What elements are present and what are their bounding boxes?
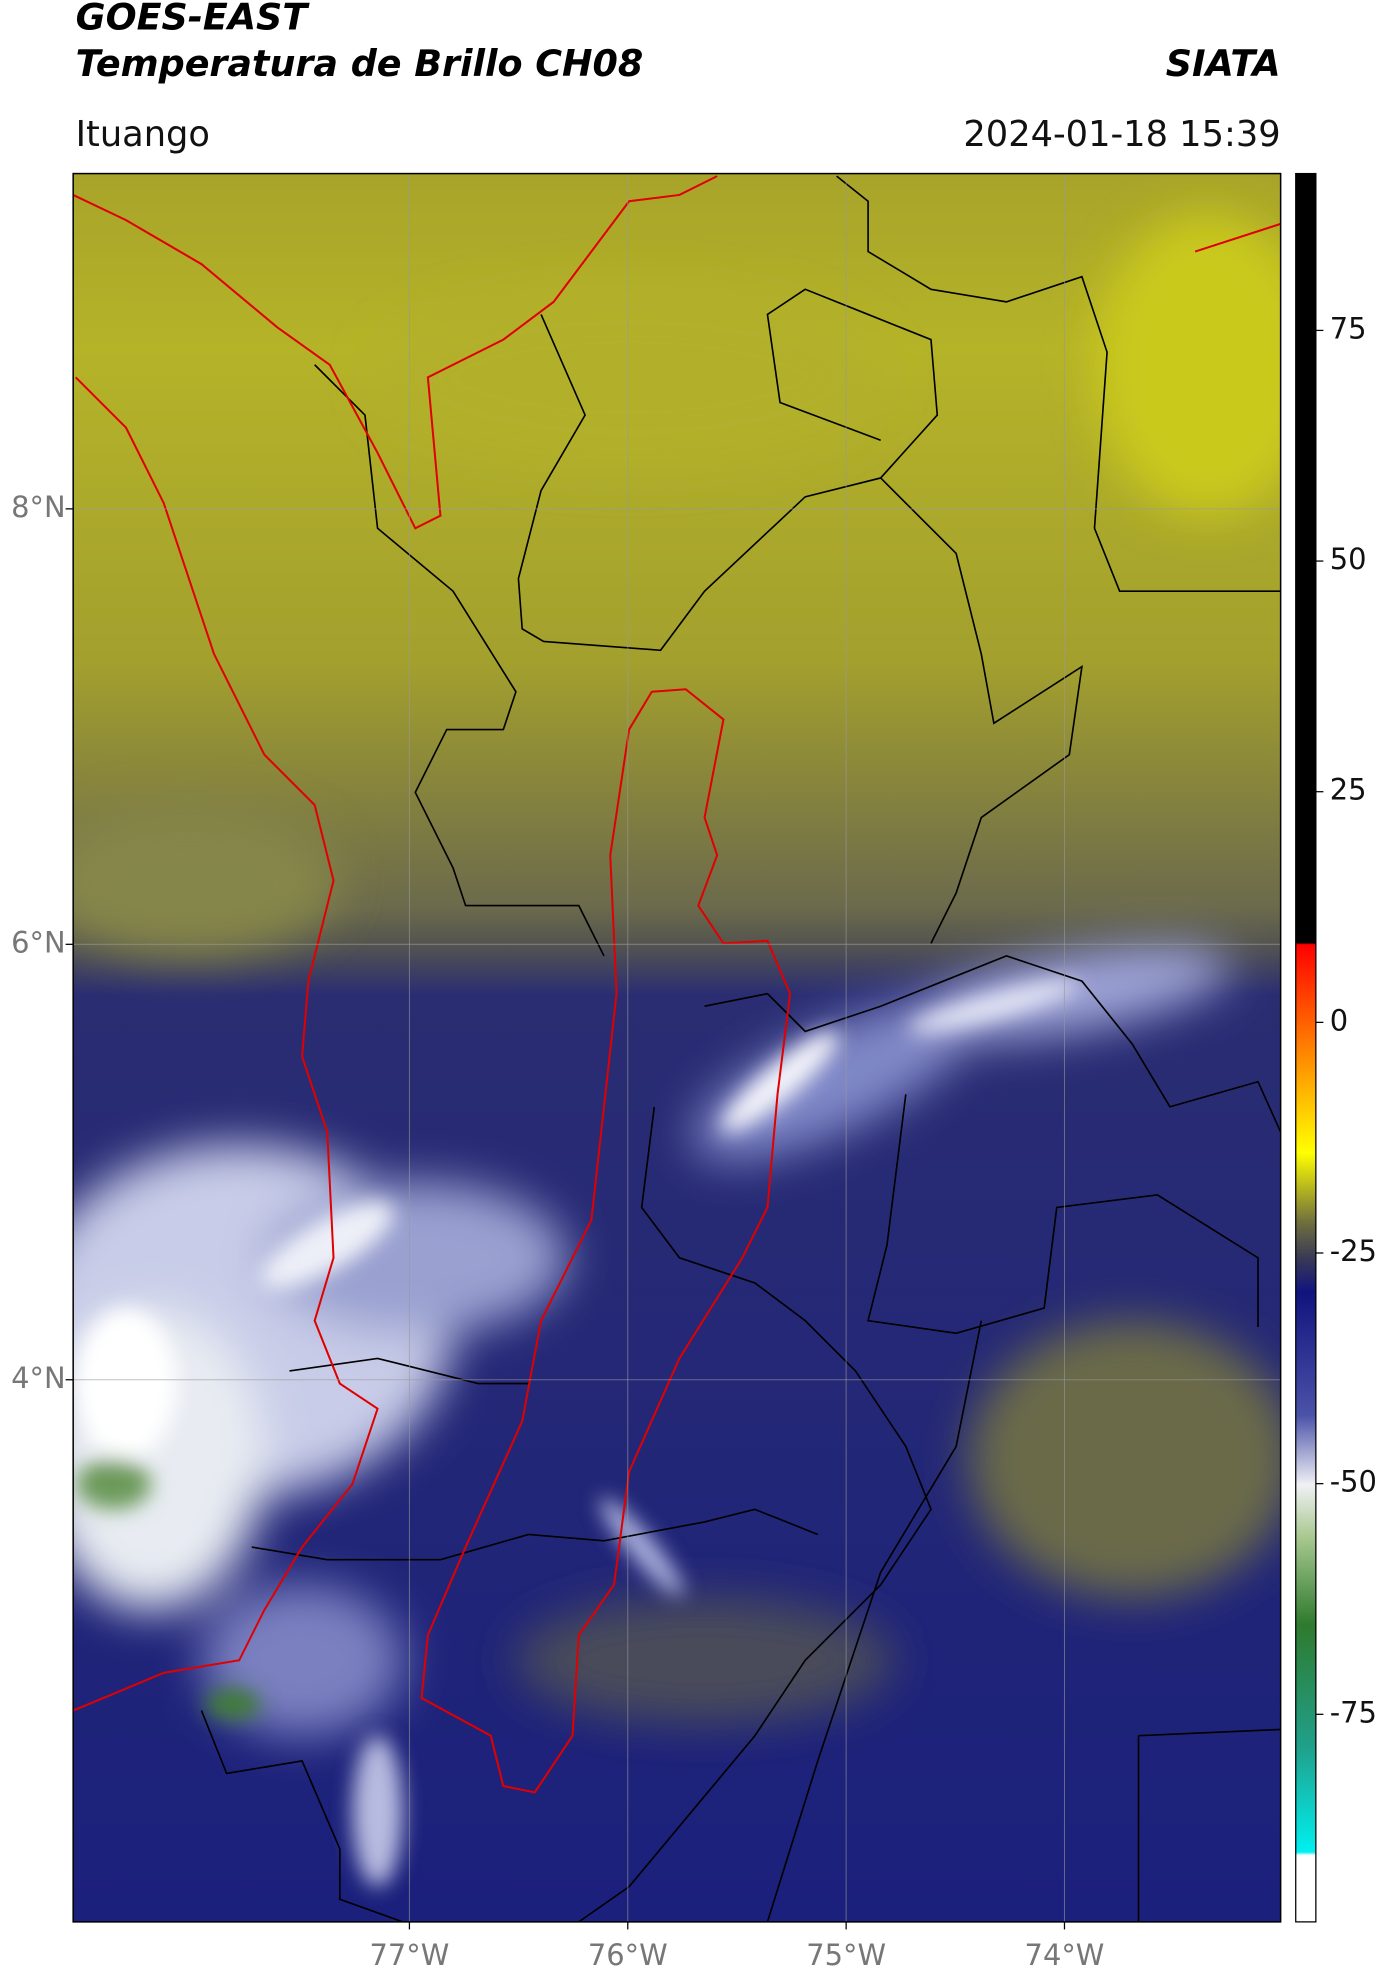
colorbar-tick-label: 75 — [1330, 311, 1367, 345]
highlight-borders — [73, 175, 1281, 1794]
satellite-image — [73, 173, 1281, 1922]
datetime: 2024-01-18 15:39 — [963, 114, 1280, 155]
colorbar-tick-label: -75 — [1330, 1695, 1377, 1729]
lat-tick-label: 8°N — [11, 490, 65, 524]
lon-tick-label: 76°W — [588, 1938, 668, 1972]
lat-tick-label: 6°N — [11, 925, 65, 959]
colorbar — [1295, 172, 1317, 1923]
colorbar-tick-label: -50 — [1330, 1465, 1377, 1499]
lat-tick-label: 4°N — [11, 1361, 65, 1395]
lon-tick-label: 77°W — [370, 1938, 450, 1972]
lon-tick-label: 74°W — [1025, 1938, 1105, 1972]
title: GOES-EAST — [76, 0, 311, 38]
admin-borders — [200, 175, 1281, 1922]
colorbar-tick-label: -25 — [1330, 1234, 1377, 1268]
colorbar-tick-label: 50 — [1330, 542, 1367, 576]
labels: 77°W 76°W 75°W 74°W 8°N 6°N 4°N 75 50 25 0 -25 -50 -7… — [11, 311, 1377, 1972]
grid — [73, 173, 1281, 1922]
source: SIATA — [1166, 42, 1281, 85]
colorbar-tick-label: 25 — [1330, 773, 1367, 807]
map-frame — [72, 172, 1282, 1923]
subtitle: Temperatura de Brillo CH08 — [76, 42, 644, 85]
colorbar-tick-label: 0 — [1330, 1003, 1348, 1037]
lon-tick-label: 75°W — [806, 1938, 886, 1972]
location: Ituango — [76, 114, 210, 155]
cold-tops — [75, 980, 1079, 1887]
